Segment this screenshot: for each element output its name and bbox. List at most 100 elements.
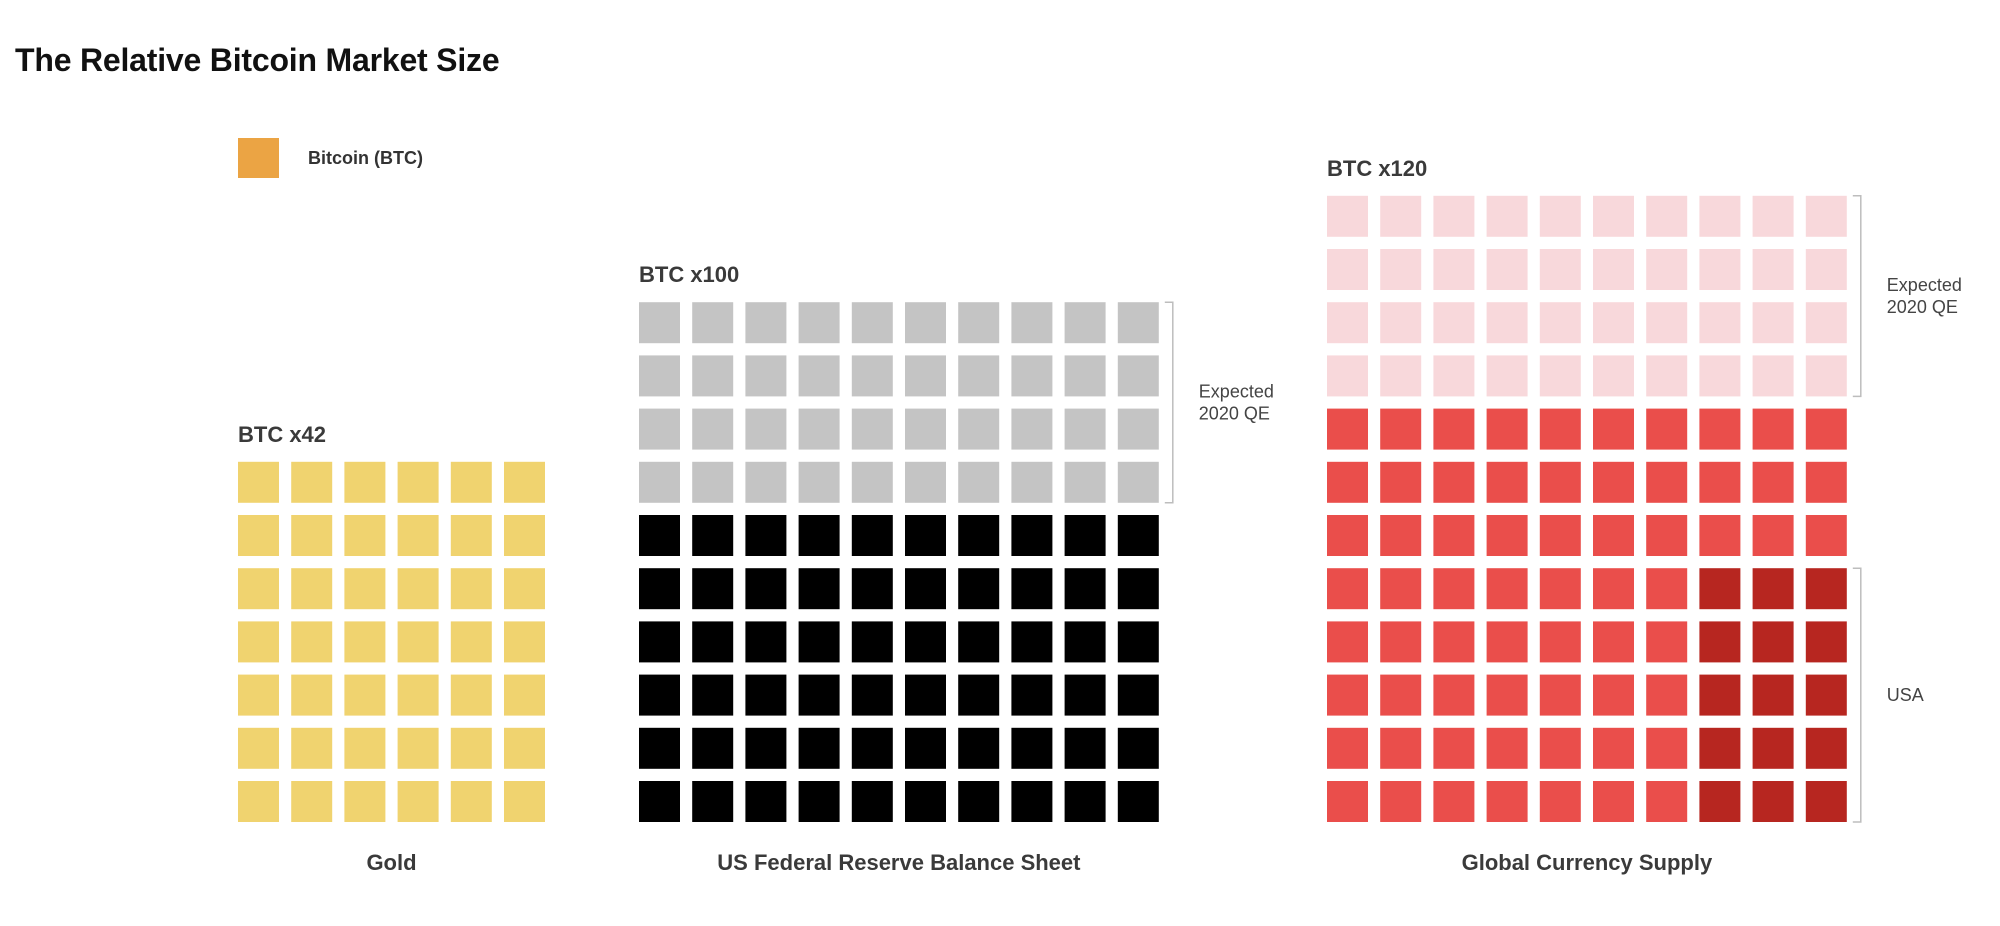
waffle-cell (1380, 249, 1422, 290)
waffle-cell (905, 355, 946, 397)
waffle-cell (798, 302, 840, 344)
waffle-cell (450, 461, 492, 503)
waffle-cell (1011, 727, 1053, 769)
waffle-cell (1327, 515, 1368, 556)
waffle-cell (1117, 461, 1159, 503)
waffle-cell (905, 461, 946, 503)
waffle-cell (344, 727, 386, 769)
waffle-cell (1699, 568, 1741, 610)
waffle-cell (1752, 515, 1794, 556)
waffle-cell (1117, 302, 1159, 344)
waffle-cell (1699, 461, 1741, 503)
waffle-cell (1593, 674, 1634, 716)
waffle-cell (1699, 727, 1741, 769)
waffle-cell (344, 515, 386, 556)
waffle-cell (1646, 461, 1688, 503)
waffle-cell (1486, 408, 1528, 450)
waffle-cell (1646, 355, 1688, 397)
waffle-cell (905, 302, 946, 344)
waffle-cell (1064, 674, 1106, 716)
waffle-cell (344, 621, 386, 663)
waffle-cell (1646, 195, 1688, 237)
waffle-cell (504, 568, 545, 610)
waffle-cell (1752, 461, 1794, 503)
waffle-cell (1064, 568, 1106, 610)
waffle-cell (1327, 781, 1368, 822)
annotation-bracket (1852, 195, 1862, 398)
waffle-cell (1646, 249, 1688, 290)
waffle-cell (1380, 515, 1422, 556)
panel-label: US Federal Reserve Balance Sheet (717, 850, 1081, 875)
waffle-cell (745, 515, 787, 556)
waffle-cell (1011, 781, 1053, 822)
waffle-cell (1433, 461, 1475, 503)
waffle-cell (1064, 355, 1106, 397)
waffle-cell (1539, 674, 1581, 716)
waffle-cell (1539, 621, 1581, 663)
waffle-cell (1805, 568, 1847, 610)
waffle-cell (1593, 302, 1634, 344)
waffle-cell (1327, 249, 1368, 290)
waffle-cell (1433, 355, 1475, 397)
waffle-cell (1752, 249, 1794, 290)
waffle-cell (1380, 781, 1422, 822)
waffle-cell (1117, 408, 1159, 450)
waffle-cell (1805, 461, 1847, 503)
waffle-cell (958, 674, 1000, 716)
waffle-cell (692, 674, 734, 716)
panel-multiple-label: BTC x120 (1327, 156, 1427, 181)
waffle-cell (1327, 568, 1368, 610)
annotation-label: Expected 2020 QE (1199, 382, 1274, 424)
waffle-cell (798, 674, 840, 716)
waffle-cell (1805, 302, 1847, 344)
waffle-cell (1646, 727, 1688, 769)
waffle-cell (1646, 568, 1688, 610)
waffle-cell (905, 568, 946, 610)
waffle-cell (291, 621, 333, 663)
waffle-cell (1117, 781, 1159, 822)
waffle-cell (397, 515, 439, 556)
waffle-cell (1699, 621, 1741, 663)
waffle-cell (1380, 621, 1422, 663)
waffle-cell (1805, 355, 1847, 397)
waffle-cell (1646, 515, 1688, 556)
waffle-cell (798, 461, 840, 503)
waffle-cell (291, 674, 333, 716)
waffle-cell (958, 355, 1000, 397)
waffle-cell (692, 781, 734, 822)
waffle-cell (851, 355, 893, 397)
annotation-bracket (1852, 567, 1862, 823)
waffle-cell (1433, 408, 1475, 450)
waffle-cell (291, 781, 333, 822)
waffle-cell (291, 568, 333, 610)
waffle-cell (291, 515, 333, 556)
waffle-cell (450, 515, 492, 556)
waffle-cell (798, 515, 840, 556)
waffle-cell (1380, 302, 1422, 344)
waffle-cell (905, 674, 946, 716)
waffle-cell (1539, 302, 1581, 344)
waffle-cell (851, 408, 893, 450)
waffle-cell (291, 727, 333, 769)
waffle-cell (344, 781, 386, 822)
waffle-cell (851, 781, 893, 822)
waffle-cell (1327, 355, 1368, 397)
waffle-cell (1593, 195, 1634, 237)
waffle-cell (1117, 621, 1159, 663)
waffle-cell (1646, 302, 1688, 344)
waffle-cell (1380, 355, 1422, 397)
annotation-label: Expected 2020 QE (1887, 275, 1962, 317)
waffle-cell (1433, 727, 1475, 769)
waffle-cell (1064, 408, 1106, 450)
waffle-cell (1539, 195, 1581, 237)
waffle-cell (905, 515, 946, 556)
waffle-cell (344, 674, 386, 716)
waffle-cell (238, 568, 279, 610)
waffle-cell (1646, 621, 1688, 663)
waffle-cell (1064, 727, 1106, 769)
waffle-cell (1593, 355, 1634, 397)
waffle-cell (958, 781, 1000, 822)
waffle-cell (1805, 621, 1847, 663)
waffle-cell (1805, 249, 1847, 290)
